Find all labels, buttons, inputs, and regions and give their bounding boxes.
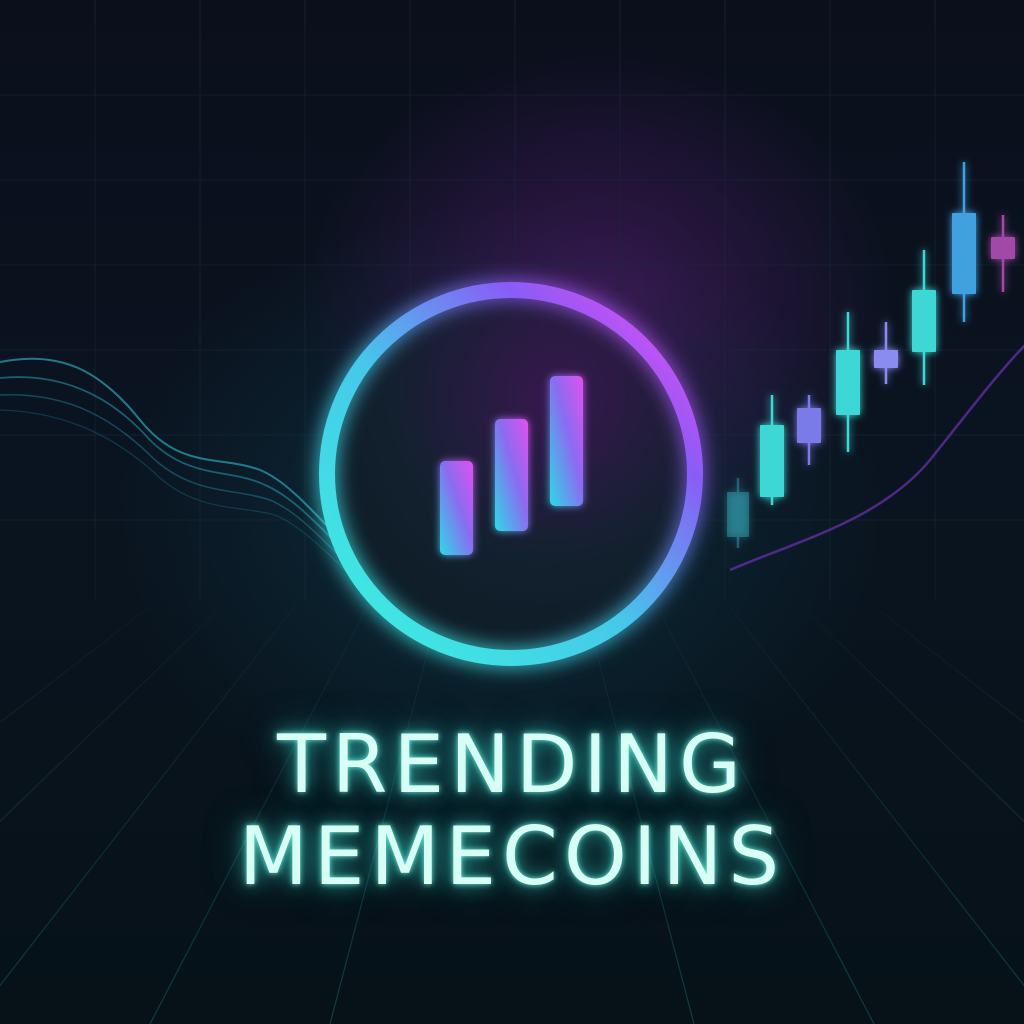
candlestick [991, 215, 1015, 292]
candlestick [760, 395, 784, 505]
right-trend-line [729, 344, 1024, 572]
logo-badge [319, 282, 703, 666]
candlestick [797, 395, 821, 465]
candlestick [874, 322, 898, 384]
title-line-memecoins: MEMECOINS [238, 810, 786, 903]
title-line-trending: TRENDING [277, 718, 747, 811]
candlestick-group [727, 162, 1015, 548]
rising-bars-icon [440, 376, 583, 555]
candlestick [952, 162, 976, 322]
candlestick [836, 312, 860, 452]
candlestick [727, 478, 749, 548]
logo-ring [319, 282, 703, 666]
left-wave-lines [0, 357, 381, 603]
candlestick [912, 250, 936, 385]
